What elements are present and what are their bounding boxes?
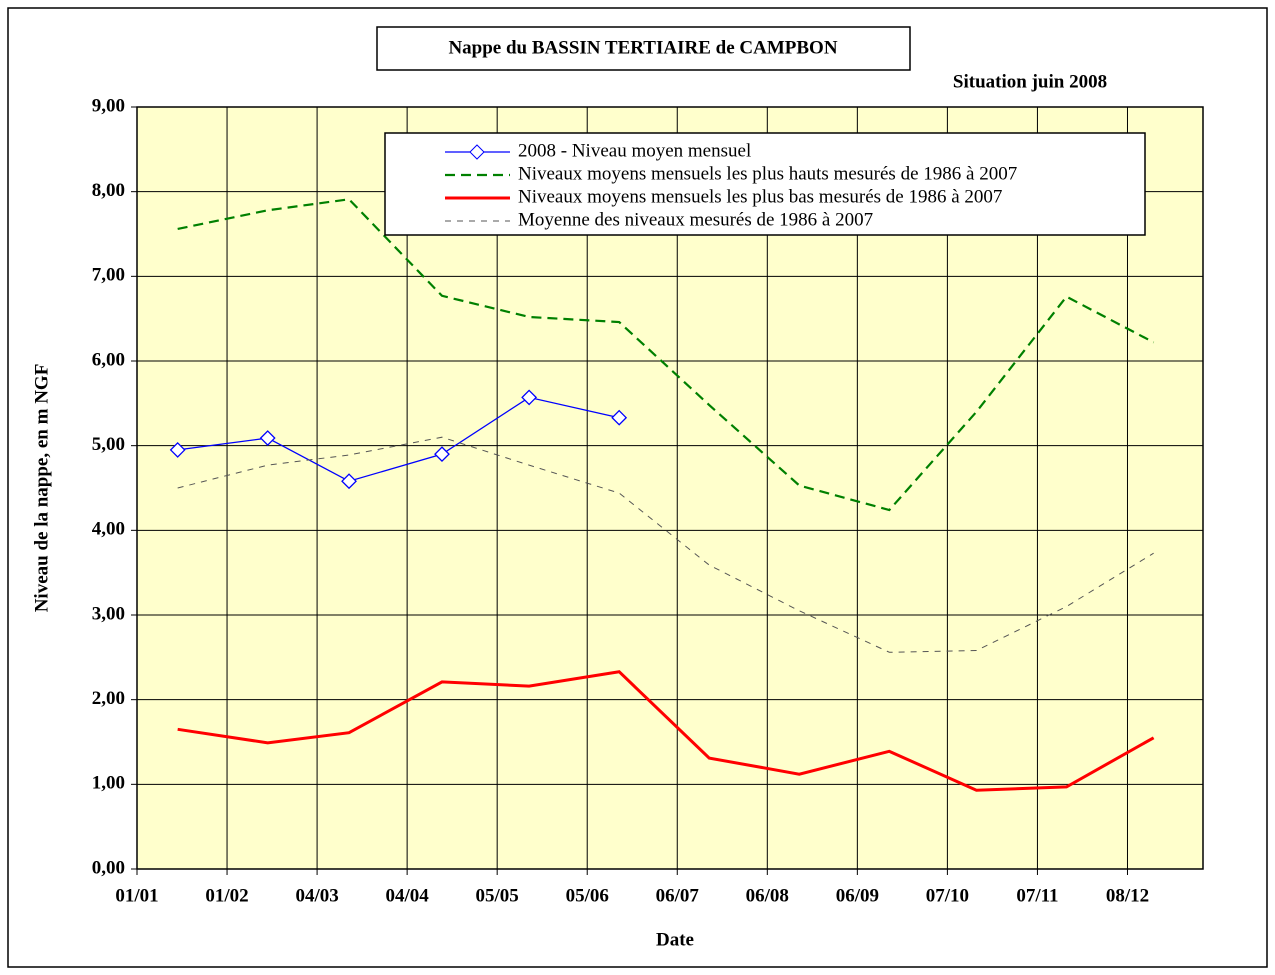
plot-border bbox=[136, 106, 1204, 870]
chart-title: Nappe du BASSIN TERTIAIRE de CAMPBON bbox=[448, 37, 837, 58]
legend-marker bbox=[469, 144, 485, 160]
y-tick-label: 2,00 bbox=[92, 688, 125, 709]
legend-label: Moyenne des niveaux mesurés de 1986 à 20… bbox=[518, 209, 873, 230]
x-tick-label: 01/02 bbox=[205, 885, 248, 906]
x-tick-label: 01/01 bbox=[115, 885, 158, 906]
x-tick-label: 08/12 bbox=[1106, 885, 1149, 906]
series-line bbox=[177, 396, 620, 482]
chart-subtitle: Situation juin 2008 bbox=[953, 71, 1107, 92]
data-point bbox=[521, 389, 538, 406]
legend-box bbox=[384, 132, 1146, 236]
y-tick-label: 6,00 bbox=[92, 349, 125, 370]
y-tick-label: 7,00 bbox=[92, 265, 125, 286]
x-tick-label: 06/08 bbox=[746, 885, 789, 906]
data-point bbox=[169, 441, 186, 458]
x-tick-label: 04/03 bbox=[295, 885, 338, 906]
x-tick-label: 07/10 bbox=[926, 885, 969, 906]
series-line bbox=[177, 436, 1154, 653]
y-tick-label: 8,00 bbox=[92, 180, 125, 201]
x-axis-title: Date bbox=[656, 929, 694, 950]
y-tick-label: 4,00 bbox=[92, 519, 125, 540]
legend-label: Niveaux moyens mensuels les plus bas mes… bbox=[518, 186, 1002, 207]
y-tick-label: 0,00 bbox=[92, 857, 125, 878]
x-tick-label: 06/07 bbox=[656, 885, 700, 906]
y-tick-label: 9,00 bbox=[92, 95, 125, 116]
legend-label: 2008 - Niveau moyen mensuel bbox=[518, 140, 751, 161]
data-point bbox=[341, 473, 357, 490]
series-line bbox=[177, 670, 1155, 792]
x-tick-label: 04/04 bbox=[385, 885, 429, 906]
x-tick-label: 07/11 bbox=[1016, 885, 1058, 906]
x-tick-label: 06/09 bbox=[836, 885, 879, 906]
y-tick-label: 1,00 bbox=[92, 773, 125, 794]
legend-label: Niveaux moyens mensuels les plus hauts m… bbox=[518, 163, 1017, 184]
series-line bbox=[177, 198, 1155, 512]
data-point bbox=[611, 409, 628, 426]
x-tick-label: 05/05 bbox=[476, 885, 519, 906]
y-axis-title: Niveau de la nappe, en m NGF bbox=[31, 364, 52, 613]
title-box bbox=[376, 26, 911, 71]
data-point bbox=[434, 446, 450, 463]
x-tick-label: 05/06 bbox=[566, 885, 609, 906]
y-tick-label: 5,00 bbox=[92, 434, 125, 455]
y-tick-label: 3,00 bbox=[92, 603, 125, 624]
data-point bbox=[259, 430, 276, 446]
